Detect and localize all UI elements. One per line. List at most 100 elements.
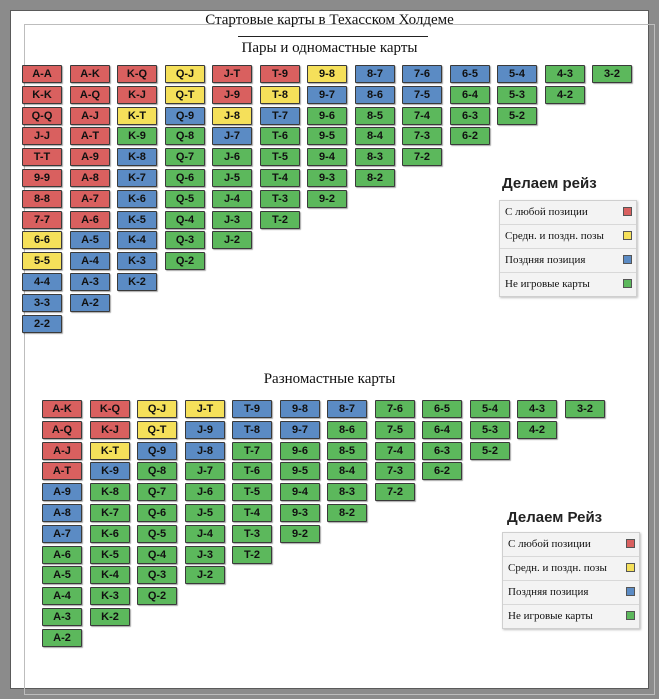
hand-cell: A-9 (42, 483, 82, 501)
hand-cell: J-2 (212, 231, 252, 249)
hand-cell: 5-2 (497, 107, 537, 125)
hand-cell: K-7 (117, 169, 157, 187)
hand-cell: Q-3 (137, 566, 177, 584)
hand-cell: K-8 (90, 483, 130, 501)
hand-cell: Q-6 (137, 504, 177, 522)
hand-cell: 8-2 (355, 169, 395, 187)
hand-cell: 5-5 (22, 252, 62, 270)
hand-cell: 9-5 (280, 462, 320, 480)
hand-cell: 5-3 (497, 86, 537, 104)
legend-label: Поздняя позиция (508, 586, 589, 598)
hand-cell: 9-8 (280, 400, 320, 418)
hand-cell: T-4 (232, 504, 272, 522)
hand-cell: J-5 (212, 169, 252, 187)
hand-cell: 8-8 (22, 190, 62, 208)
hand-cell: A-4 (42, 587, 82, 605)
hand-cell: 8-3 (327, 483, 367, 501)
hand-cell: 9-7 (307, 86, 347, 104)
hand-cell: 6-5 (450, 65, 490, 83)
hand-cell: K-2 (90, 608, 130, 626)
hand-cell: 6-3 (450, 107, 490, 125)
legend-item: Поздняя позиция (500, 249, 636, 273)
hand-cell: Q-4 (165, 211, 205, 229)
hand-cell: 4-2 (517, 421, 557, 439)
legend-swatch (626, 587, 635, 596)
hand-cell: K-9 (90, 462, 130, 480)
hand-cell: A-5 (42, 566, 82, 584)
hand-cell: J-4 (212, 190, 252, 208)
hand-cell: 7-3 (375, 462, 415, 480)
hand-cell: J-2 (185, 566, 225, 584)
hand-cell: T-2 (232, 546, 272, 564)
hand-cell: A-6 (70, 211, 110, 229)
hand-cell: 3-2 (565, 400, 605, 418)
hand-cell: J-T (185, 400, 225, 418)
hand-cell: 8-5 (327, 442, 367, 460)
main-title: Стартовые карты в Техасском Холдеме (205, 12, 454, 28)
hand-cell: T-7 (260, 107, 300, 125)
hand-cell: A-Q (70, 86, 110, 104)
hand-cell: A-7 (42, 525, 82, 543)
hand-cell: A-6 (42, 546, 82, 564)
hand-cell: A-5 (70, 231, 110, 249)
legend-item: Средн. и поздн. позы (500, 225, 636, 249)
hand-cell: A-4 (70, 252, 110, 270)
section-1-subtitle: Пары и одномастные карты (241, 40, 418, 56)
hand-cell: Q-T (165, 86, 205, 104)
hand-cell: Q-3 (165, 231, 205, 249)
hand-cell: Q-J (165, 65, 205, 83)
hand-cell: T-3 (232, 525, 272, 543)
hand-cell: 9-8 (307, 65, 347, 83)
legend-swatch (623, 279, 632, 288)
hand-cell: J-6 (185, 483, 225, 501)
legend-label: Не игровые карты (505, 278, 590, 290)
hand-cell: 6-2 (422, 462, 462, 480)
hand-cell: 7-3 (402, 127, 442, 145)
hand-cell: K-3 (117, 252, 157, 270)
hand-cell: K-8 (117, 148, 157, 166)
hand-cell: 7-5 (375, 421, 415, 439)
hand-cell: Q-5 (137, 525, 177, 543)
hand-cell: 9-3 (307, 169, 347, 187)
hand-cell: 8-6 (355, 86, 395, 104)
section-1-raise-title: Делаем рейз (502, 175, 597, 192)
hand-cell: 4-4 (22, 273, 62, 291)
hand-cell: 7-2 (402, 148, 442, 166)
hand-cell: 8-4 (355, 127, 395, 145)
hand-cell: 3-3 (22, 294, 62, 312)
hand-cell: 7-4 (375, 442, 415, 460)
hand-cell: K-J (117, 86, 157, 104)
hand-cell: Q-7 (137, 483, 177, 501)
hand-cell: J-8 (212, 107, 252, 125)
legend-item: Поздняя позиция (503, 581, 639, 605)
hand-cell: 9-7 (280, 421, 320, 439)
legend-item: С любой позиции (500, 201, 636, 225)
legend-swatch (626, 611, 635, 620)
hand-cell: 7-4 (402, 107, 442, 125)
hand-cell: T-6 (232, 462, 272, 480)
hand-cell: Q-J (137, 400, 177, 418)
hand-cell: A-2 (42, 629, 82, 647)
hand-cell: K-J (90, 421, 130, 439)
hand-cell: A-3 (42, 608, 82, 626)
section-1-legend: С любой позиции Средн. и поздн. позы Поздн… (499, 200, 637, 297)
hand-cell: T-9 (260, 65, 300, 83)
hand-cell: K-Q (90, 400, 130, 418)
hand-cell: 9-4 (280, 483, 320, 501)
legend-item: Не игровые карты (503, 605, 639, 628)
hand-cell: 8-4 (327, 462, 367, 480)
hand-cell: A-K (42, 400, 82, 418)
hand-cell: 6-2 (450, 127, 490, 145)
legend-swatch (626, 539, 635, 548)
hand-cell: K-2 (117, 273, 157, 291)
hand-cell: J-J (22, 127, 62, 145)
hand-cell: 9-2 (280, 525, 320, 543)
hand-cell: A-8 (70, 169, 110, 187)
inner-border (24, 24, 655, 695)
hand-cell: Q-9 (137, 442, 177, 460)
hand-cell: 6-4 (450, 86, 490, 104)
hand-cell: Q-7 (165, 148, 205, 166)
hand-cell: K-5 (90, 546, 130, 564)
section-2-legend: С любой позиции Средн. и поздн. позы Поздн… (502, 532, 640, 629)
hand-cell: Q-2 (137, 587, 177, 605)
